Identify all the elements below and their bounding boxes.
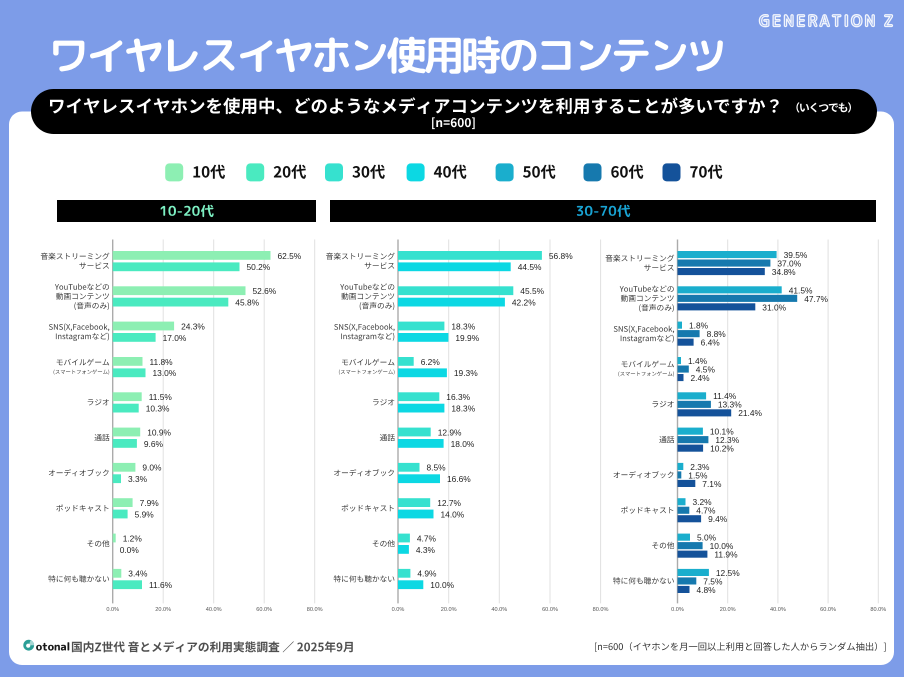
svg-text:50.2%: 50.2% bbox=[247, 262, 271, 272]
svg-text:7.1%: 7.1% bbox=[702, 479, 722, 489]
svg-text:52.6%: 52.6% bbox=[253, 286, 277, 296]
svg-text:11.9%: 11.9% bbox=[714, 550, 738, 560]
svg-text:45.5%: 45.5% bbox=[520, 286, 544, 296]
svg-text:17.0%: 17.0% bbox=[163, 333, 187, 343]
svg-text:19.3%: 19.3% bbox=[454, 368, 478, 378]
svg-text:12.3%: 12.3% bbox=[715, 435, 739, 445]
svg-text:42.2%: 42.2% bbox=[512, 298, 536, 308]
svg-text:10.9%: 10.9% bbox=[147, 427, 171, 437]
svg-text:16.6%: 16.6% bbox=[447, 474, 471, 484]
svg-text:56.8%: 56.8% bbox=[549, 251, 573, 261]
svg-text:3.4%: 3.4% bbox=[128, 569, 148, 579]
svg-text:2.3%: 2.3% bbox=[690, 462, 710, 472]
svg-text:4.5%: 4.5% bbox=[696, 364, 716, 374]
svg-text:40.0%: 40.0% bbox=[206, 607, 222, 613]
svg-text:13.3%: 13.3% bbox=[718, 400, 742, 410]
svg-text:0.0%: 0.0% bbox=[671, 607, 684, 613]
svg-text:1.2%: 1.2% bbox=[123, 533, 143, 543]
svg-text:39.5%: 39.5% bbox=[784, 250, 808, 260]
svg-text:14.0%: 14.0% bbox=[441, 509, 465, 519]
svg-text:8.5%: 8.5% bbox=[427, 463, 447, 473]
svg-text:3.3%: 3.3% bbox=[128, 474, 148, 484]
svg-text:20.0%: 20.0% bbox=[441, 607, 457, 613]
svg-text:20.0%: 20.0% bbox=[155, 607, 171, 613]
svg-text:31.0%: 31.0% bbox=[762, 302, 786, 312]
svg-text:80.0%: 80.0% bbox=[593, 607, 609, 613]
svg-text:3.2%: 3.2% bbox=[693, 497, 713, 507]
svg-text:37.0%: 37.0% bbox=[777, 258, 801, 268]
svg-text:40.0%: 40.0% bbox=[770, 607, 786, 613]
svg-text:21.4%: 21.4% bbox=[738, 408, 762, 418]
svg-text:11.5%: 11.5% bbox=[149, 392, 173, 402]
svg-text:18.3%: 18.3% bbox=[451, 321, 475, 331]
svg-text:62.5%: 62.5% bbox=[278, 251, 302, 261]
svg-text:9.0%: 9.0% bbox=[142, 463, 162, 473]
svg-text:9.6%: 9.6% bbox=[144, 439, 164, 449]
svg-text:45.8%: 45.8% bbox=[235, 298, 259, 308]
svg-text:4.9%: 4.9% bbox=[417, 569, 437, 579]
svg-text:12.7%: 12.7% bbox=[437, 498, 461, 508]
svg-text:10.1%: 10.1% bbox=[710, 427, 734, 437]
svg-text:11.4%: 11.4% bbox=[713, 391, 737, 401]
svg-text:9.4%: 9.4% bbox=[708, 514, 728, 524]
svg-text:41.5%: 41.5% bbox=[789, 285, 813, 295]
svg-text:10.0%: 10.0% bbox=[430, 580, 454, 590]
svg-text:20.0%: 20.0% bbox=[720, 607, 736, 613]
svg-text:4.7%: 4.7% bbox=[696, 506, 716, 516]
svg-text:13.0%: 13.0% bbox=[153, 368, 177, 378]
svg-text:1.5%: 1.5% bbox=[688, 470, 708, 480]
svg-text:2.4%: 2.4% bbox=[691, 373, 711, 383]
svg-text:6.2%: 6.2% bbox=[421, 357, 441, 367]
svg-text:5.9%: 5.9% bbox=[135, 509, 155, 519]
svg-text:5.0%: 5.0% bbox=[697, 533, 717, 543]
svg-text:0.0%: 0.0% bbox=[120, 545, 140, 555]
svg-text:16.3%: 16.3% bbox=[446, 392, 470, 402]
svg-text:19.9%: 19.9% bbox=[455, 333, 479, 343]
svg-text:47.7%: 47.7% bbox=[804, 294, 828, 304]
svg-text:10.3%: 10.3% bbox=[146, 404, 170, 414]
svg-text:4.7%: 4.7% bbox=[417, 533, 437, 543]
svg-text:4.8%: 4.8% bbox=[697, 585, 717, 595]
svg-text:11.8%: 11.8% bbox=[150, 357, 174, 367]
svg-text:0.0%: 0.0% bbox=[392, 607, 405, 613]
svg-text:80.0%: 80.0% bbox=[870, 607, 886, 613]
svg-text:18.0%: 18.0% bbox=[451, 439, 475, 449]
svg-text:34.8%: 34.8% bbox=[772, 267, 796, 277]
svg-text:7.9%: 7.9% bbox=[140, 498, 160, 508]
svg-text:7.5%: 7.5% bbox=[703, 576, 723, 586]
svg-text:60.0%: 60.0% bbox=[256, 607, 272, 613]
svg-text:40.0%: 40.0% bbox=[491, 607, 507, 613]
svg-text:24.3%: 24.3% bbox=[181, 321, 205, 331]
svg-text:12.5%: 12.5% bbox=[716, 568, 740, 578]
svg-text:11.6%: 11.6% bbox=[149, 580, 173, 590]
svg-text:4.3%: 4.3% bbox=[416, 545, 436, 555]
svg-text:80.0%: 80.0% bbox=[307, 607, 323, 613]
svg-text:10.0%: 10.0% bbox=[710, 541, 734, 551]
svg-text:12.9%: 12.9% bbox=[438, 427, 462, 437]
svg-text:8.8%: 8.8% bbox=[707, 329, 727, 339]
svg-text:44.5%: 44.5% bbox=[518, 262, 542, 272]
svg-text:60.0%: 60.0% bbox=[820, 607, 836, 613]
svg-text:60.0%: 60.0% bbox=[542, 607, 558, 613]
svg-text:1.8%: 1.8% bbox=[689, 321, 709, 331]
svg-text:18.3%: 18.3% bbox=[451, 404, 475, 414]
svg-text:10.2%: 10.2% bbox=[710, 444, 734, 454]
svg-text:6.4%: 6.4% bbox=[701, 338, 721, 348]
svg-text:1.4%: 1.4% bbox=[688, 356, 708, 366]
svg-text:0.0%: 0.0% bbox=[106, 607, 119, 613]
